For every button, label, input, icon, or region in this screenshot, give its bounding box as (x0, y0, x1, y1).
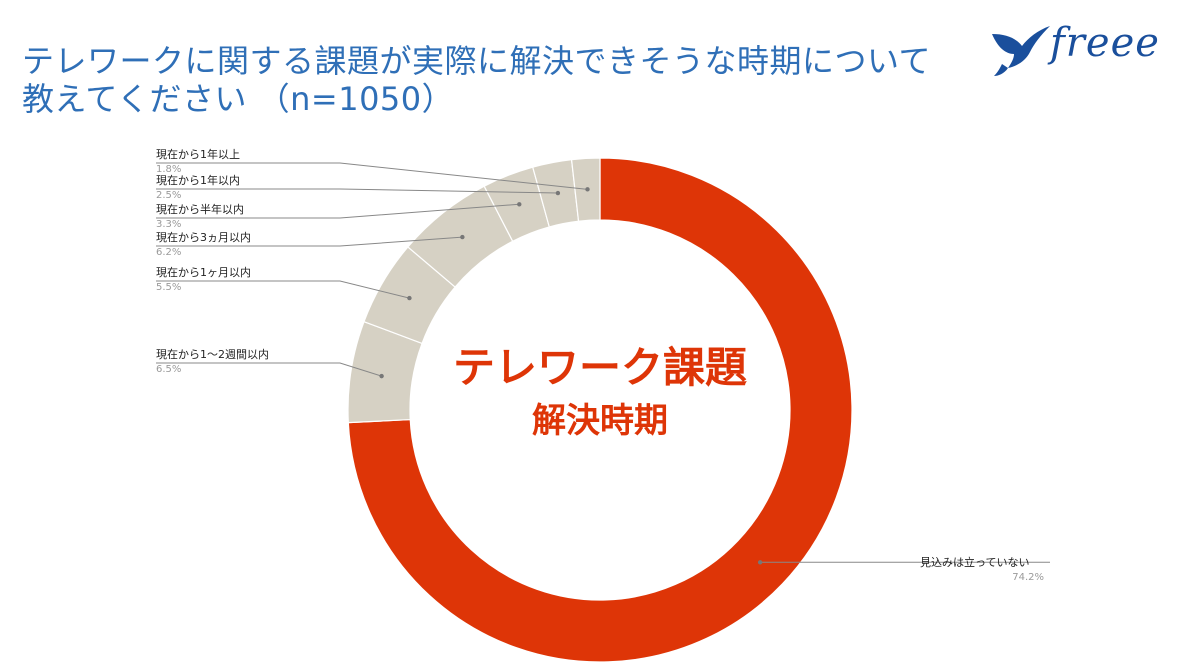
slice-value-6: 2.5% (156, 190, 181, 201)
leader-line-7 (156, 162, 588, 190)
leader-dot-1 (757, 560, 763, 565)
logo-text: freee (1050, 20, 1160, 66)
page-title-line1: テレワークに関する課題が実際に解決できそうな時期について (22, 42, 932, 80)
slice-label-6: 現在から1年以内 (156, 173, 240, 187)
center-label-line2: 解決時期 (532, 401, 668, 441)
leader-dot-6 (555, 190, 561, 196)
leader-line-4 (156, 236, 463, 247)
slice-value-7: 1.8% (156, 164, 181, 175)
swallow-bird-icon (992, 26, 1050, 76)
page-title: テレワークに関する課題が実際に解決できそうな時期について 教えてください （n=… (22, 42, 931, 118)
leader-dot-4 (460, 234, 465, 240)
leader-dot-5 (517, 202, 522, 207)
slice-label-3: 現在から1ヶ月以内 (156, 265, 251, 279)
slice-value-2: 6.5% (156, 364, 181, 375)
leader-dot-3 (407, 295, 412, 301)
freee-logo: freee (988, 14, 1178, 92)
leader-line-6 (156, 188, 558, 194)
leader-lines (156, 162, 1050, 565)
slice-value-5: 3.3% (156, 219, 181, 230)
slice-label-1: 見込みは立っていない (920, 555, 1029, 569)
donut-slices (347, 157, 853, 663)
slice-value-1: 74.2% (1012, 572, 1044, 583)
leader-line-5 (156, 203, 520, 219)
slice-label-5: 現在から半年以内 (156, 202, 244, 216)
leader-dot-7 (585, 187, 590, 192)
slice-label-2: 現在から1〜2週間以内 (156, 347, 269, 361)
leader-line-3 (156, 280, 410, 299)
leader-dot-2 (379, 373, 384, 379)
leader-line-2 (156, 362, 382, 377)
slice-value-3: 5.5% (156, 282, 181, 293)
donut-slice-1 (347, 157, 853, 663)
center-label-line1: テレワーク課題 (453, 343, 747, 392)
slice-label-7: 現在から1年以上 (156, 147, 240, 161)
slice-label-4: 現在から3ヵ月以内 (156, 230, 251, 244)
slice-labels: 見込みは立っていない 74.2% 現在から1〜2週間以内 6.5% 現在から1ヶ月以内 5… (156, 147, 1044, 583)
slice-value-4: 6.2% (156, 247, 181, 258)
page-title-line2: 教えてください （n=1050） (22, 80, 455, 118)
